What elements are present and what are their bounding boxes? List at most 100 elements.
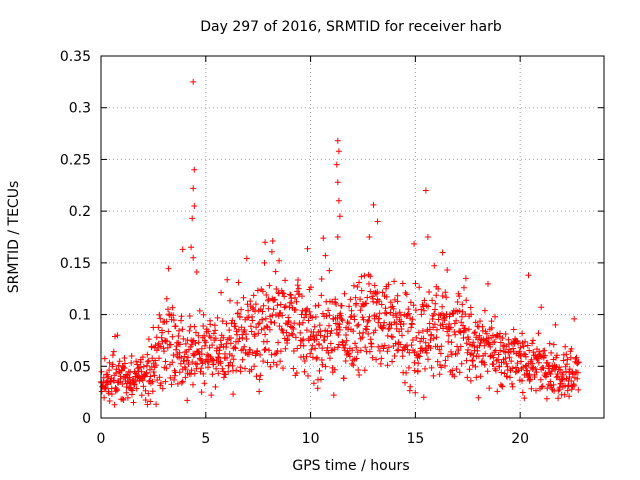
data-point <box>144 358 151 365</box>
data-point <box>292 306 299 313</box>
data-point <box>210 357 217 364</box>
data-point <box>304 245 311 252</box>
data-point <box>121 360 128 367</box>
data-point <box>305 317 312 324</box>
data-point <box>176 327 182 334</box>
data-point <box>288 330 295 337</box>
data-point <box>488 324 495 331</box>
data-point <box>189 359 196 366</box>
data-point <box>193 365 200 372</box>
data-point <box>354 349 361 356</box>
data-point <box>502 331 509 337</box>
data-point <box>575 359 582 366</box>
data-point <box>356 279 362 286</box>
data-point <box>212 335 219 342</box>
data-point <box>528 385 535 392</box>
data-point <box>416 353 423 360</box>
data-point <box>214 314 221 321</box>
data-point <box>430 324 437 331</box>
data-point <box>538 383 545 390</box>
data-point <box>449 367 456 374</box>
data-point <box>397 341 404 348</box>
data-point <box>149 388 156 395</box>
data-point <box>133 385 140 392</box>
data-point <box>151 372 158 379</box>
data-point <box>402 379 408 386</box>
data-point <box>162 358 169 365</box>
data-point <box>347 314 354 321</box>
data-point <box>322 252 329 259</box>
data-point <box>102 385 109 392</box>
data-point <box>399 332 405 339</box>
data-point <box>137 364 144 371</box>
data-point <box>485 340 492 347</box>
data-point <box>436 371 443 378</box>
data-point <box>552 321 559 328</box>
data-point <box>336 326 343 333</box>
data-point <box>465 346 472 353</box>
data-point <box>276 257 283 264</box>
data-point <box>420 335 427 342</box>
data-point <box>526 347 533 354</box>
data-point <box>347 296 354 303</box>
data-point <box>553 374 560 381</box>
data-point <box>493 357 500 364</box>
data-point <box>134 361 141 368</box>
data-point <box>319 310 326 317</box>
data-point <box>559 371 566 378</box>
data-point <box>239 334 246 341</box>
data-point <box>232 323 239 330</box>
data-point <box>359 334 366 341</box>
data-point <box>331 346 338 353</box>
x-tick-label: 10 <box>302 431 320 447</box>
data-point <box>433 292 440 299</box>
data-point <box>316 367 323 374</box>
data-point <box>204 358 211 365</box>
data-point <box>117 373 124 380</box>
data-point <box>267 363 274 370</box>
data-point <box>415 329 422 336</box>
data-point <box>335 148 342 155</box>
data-point <box>574 369 581 376</box>
data-point <box>244 301 251 308</box>
data-point <box>490 361 497 368</box>
data-point <box>572 355 579 362</box>
data-point <box>543 395 550 402</box>
data-point <box>303 353 310 360</box>
data-point <box>415 352 422 359</box>
data-point <box>356 372 363 378</box>
data-point <box>225 368 232 375</box>
data-point <box>299 293 305 300</box>
data-point <box>108 391 115 398</box>
data-point <box>439 303 446 310</box>
data-point <box>394 292 401 299</box>
data-point <box>522 363 529 370</box>
data-point <box>234 310 241 317</box>
data-point <box>452 331 459 338</box>
data-point <box>497 339 504 346</box>
data-point <box>326 312 333 319</box>
data-point <box>105 373 112 380</box>
data-point <box>217 337 224 344</box>
data-point <box>352 294 359 301</box>
data-point <box>505 341 512 348</box>
data-point <box>162 378 169 385</box>
data-point <box>341 347 348 354</box>
data-point <box>120 397 127 403</box>
data-point <box>120 364 127 371</box>
data-point <box>322 363 329 370</box>
data-point <box>365 330 372 337</box>
data-point <box>266 326 273 333</box>
data-point <box>380 345 387 352</box>
data-point <box>292 294 298 301</box>
data-point <box>564 356 571 363</box>
data-point <box>123 371 129 378</box>
data-point <box>338 302 345 309</box>
data-point <box>264 338 271 345</box>
data-point <box>257 372 264 379</box>
data-point <box>253 373 260 380</box>
data-point <box>262 239 269 246</box>
data-point <box>234 331 240 338</box>
data-point <box>420 394 427 401</box>
data-point <box>562 343 569 350</box>
